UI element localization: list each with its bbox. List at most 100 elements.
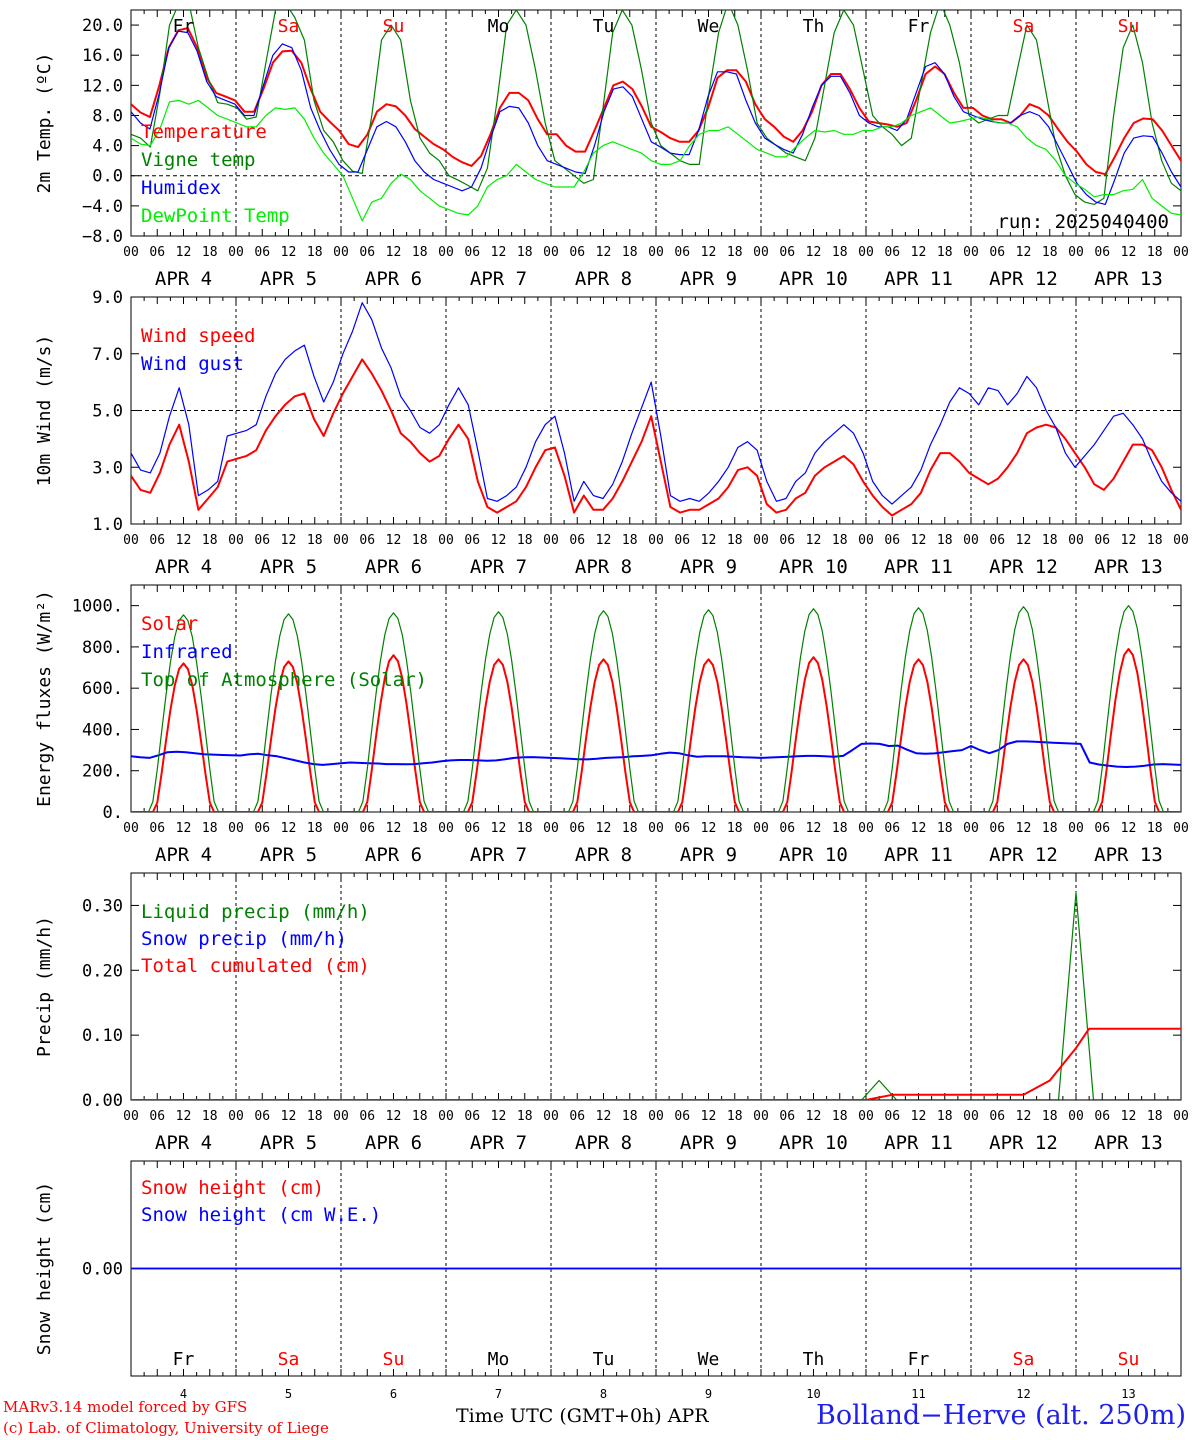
- legend-entry: Wind speed: [141, 325, 255, 347]
- day-of-week-label: Sa: [1013, 16, 1035, 37]
- date-label: APR 4: [155, 844, 212, 866]
- day-number-label: 9: [705, 1387, 712, 1401]
- y-tick-label: 5.0: [92, 402, 123, 422]
- hour-label: 06: [254, 821, 270, 836]
- run-label: run: 2025040400: [997, 211, 1169, 233]
- y-axis-label: Snow height (cm): [34, 1182, 55, 1355]
- date-label: APR 8: [575, 268, 632, 290]
- hour-label: 00: [228, 533, 244, 548]
- hour-label: 18: [937, 533, 953, 548]
- date-label: APR 4: [155, 268, 212, 290]
- date-label: APR 11: [884, 556, 953, 578]
- hour-label: 00: [858, 533, 874, 548]
- y-tick-label: 3.0: [92, 458, 123, 478]
- date-label: APR 13: [1094, 556, 1163, 578]
- date-label: APR 6: [365, 268, 422, 290]
- hour-label: 00: [438, 821, 454, 836]
- hour-label: 12: [1121, 245, 1137, 260]
- legend-entry: Infrared: [141, 641, 233, 663]
- hour-label: 06: [464, 245, 480, 260]
- day-of-week-label: Fr: [173, 1349, 195, 1370]
- hour-label: 12: [281, 1109, 297, 1124]
- hour-label: 00: [753, 821, 769, 836]
- day-number-label: 7: [495, 1387, 502, 1401]
- hour-label: 00: [963, 1109, 979, 1124]
- hour-label: 12: [701, 245, 717, 260]
- hour-label: 18: [1042, 245, 1058, 260]
- legend-entry: Humidex: [141, 177, 221, 199]
- legend-entry: Temperature: [141, 121, 267, 143]
- hour-label: 18: [622, 821, 638, 836]
- hour-label: 00: [1068, 821, 1084, 836]
- hour-label: 00: [543, 821, 559, 836]
- y-tick-label: 20.0: [82, 16, 123, 36]
- day-number-label: 8: [600, 1387, 607, 1401]
- panel-snow: [130, 1160, 1182, 1377]
- day-of-week-label: Fr: [908, 16, 930, 37]
- legend-entry: Snow height (cm W.E.): [141, 1204, 381, 1226]
- hour-label: 06: [359, 533, 375, 548]
- hour-label: 00: [858, 821, 874, 836]
- day-of-week-label: Su: [1118, 16, 1140, 37]
- series-line: [131, 99, 1181, 222]
- time-axis-label: Time UTC (GMT+0h) APR: [456, 1405, 709, 1427]
- day-number-label: 10: [806, 1387, 820, 1401]
- hour-label: 00: [123, 245, 139, 260]
- hour-label: 18: [307, 533, 323, 548]
- date-label: APR 12: [989, 844, 1058, 866]
- hour-label: 18: [307, 1109, 323, 1124]
- series-line: [131, 27, 1181, 176]
- hour-label: 06: [1094, 821, 1110, 836]
- hour-label: 12: [911, 1109, 927, 1124]
- lab-credit: (c) Lab. of Climatology, University of L…: [3, 1419, 329, 1437]
- hour-label: 12: [176, 821, 192, 836]
- hour-label: 00: [123, 821, 139, 836]
- legend-entry: Top of Atmosphere (Solar): [141, 669, 427, 691]
- legend-entry: Snow precip (mm/h): [141, 928, 347, 950]
- series-line: [131, 358, 1181, 517]
- hour-label: 18: [202, 533, 218, 548]
- series-line: [131, 302, 1181, 505]
- date-label: APR 12: [989, 556, 1058, 578]
- hour-label: 18: [517, 1109, 533, 1124]
- date-label: APR 6: [365, 556, 422, 578]
- hour-label: 18: [937, 1109, 953, 1124]
- hour-label: 06: [359, 245, 375, 260]
- hour-label: 18: [307, 821, 323, 836]
- day-of-week-label: Th: [803, 1349, 825, 1370]
- day-of-week-label: Su: [1118, 1349, 1140, 1370]
- hour-label: 00: [963, 533, 979, 548]
- hour-label: 00: [1068, 533, 1084, 548]
- hour-label: 18: [1147, 1109, 1163, 1124]
- hour-label: 00: [228, 1109, 244, 1124]
- y-tick-label: 9.0: [92, 288, 123, 308]
- hour-label: 00: [858, 1109, 874, 1124]
- hour-label: 00: [858, 245, 874, 260]
- hour-label: 00: [648, 821, 664, 836]
- date-label: APR 13: [1094, 268, 1163, 290]
- panel-precip: [130, 872, 1182, 1101]
- y-tick-label: 0.30: [82, 896, 123, 916]
- hour-label: 06: [254, 533, 270, 548]
- hour-label: 06: [1094, 1109, 1110, 1124]
- hour-label: 12: [1121, 821, 1137, 836]
- model-credit: MARv3.14 model forced by GFS: [3, 1398, 248, 1416]
- y-tick-label: 8.0: [92, 106, 123, 126]
- day-of-week-label: Fr: [908, 1349, 930, 1370]
- hour-label: 00: [648, 1109, 664, 1124]
- hour-label: 00: [438, 1109, 454, 1124]
- hour-label: 12: [911, 245, 927, 260]
- hour-label: 12: [701, 821, 717, 836]
- hour-label: 00: [333, 1109, 349, 1124]
- hour-label: 06: [884, 245, 900, 260]
- hour-label: 18: [517, 533, 533, 548]
- hour-label: 06: [1094, 533, 1110, 548]
- hour-label: 00: [333, 821, 349, 836]
- hour-label: 12: [386, 821, 402, 836]
- hour-label: 06: [884, 1109, 900, 1124]
- hour-label: 18: [1042, 533, 1058, 548]
- date-label: APR 5: [260, 268, 317, 290]
- hour-label: 06: [464, 821, 480, 836]
- y-tick-label: 400.: [82, 720, 123, 740]
